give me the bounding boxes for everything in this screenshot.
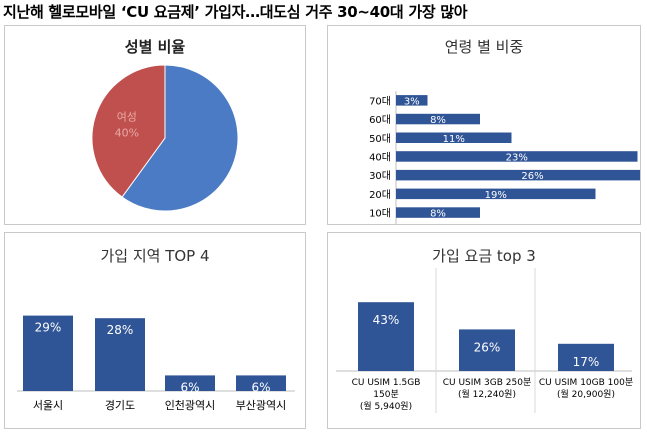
age-bar-value: 23% — [506, 152, 528, 163]
region-bar-chart: 29% 서울시 28% 경기도 6% 인천광역시 6% 부산광역시 — [17, 315, 295, 412]
pie-slice-percent: 40% — [115, 127, 139, 140]
age-bar-value: 8% — [430, 209, 446, 220]
pie-slice — [91, 64, 166, 198]
bar-value-label: 6% — [180, 380, 199, 394]
bar — [95, 318, 145, 391]
age-category-label: 20대 — [369, 189, 391, 201]
category-label: 인천광역시 — [165, 398, 216, 412]
bar-value-label: 29% — [35, 321, 62, 335]
bar — [165, 375, 215, 391]
bar-value-label: 17% — [573, 355, 600, 369]
age-bar — [396, 95, 428, 106]
age-bar-value: 11% — [443, 134, 465, 145]
category-label: 부산광역시 — [236, 399, 287, 412]
category-label: (월 20,900원) — [557, 388, 615, 400]
bar — [459, 329, 515, 371]
age-bar-value: 3% — [404, 96, 420, 107]
age-ratio-panel: 연령 별 비중 70대 3% 60대 8% 50대 11% 40대 23% 30대 26% 20대 1… — [327, 25, 641, 225]
bar — [358, 302, 414, 371]
age-category-label: 10대 — [369, 208, 391, 220]
category-label: (월 5,940원) — [360, 400, 412, 412]
category-label: 경기도 — [105, 399, 135, 412]
bar-value-label: 28% — [107, 323, 134, 337]
category-label: CU USIM 1.5GB — [352, 378, 421, 388]
age-bar — [396, 207, 480, 218]
age-category-label: 60대 — [369, 114, 391, 126]
category-label: 150분 — [373, 389, 398, 400]
category-label: CU USIM 10GB 100분 — [539, 377, 633, 388]
bar — [23, 315, 73, 391]
age-bar-chart: 70대3%60대8%50대11%40대23%30대26%20대19%10대8%1… — [369, 91, 640, 224]
bar-value-label: 43% — [373, 313, 400, 327]
category-label: 서울시 — [33, 399, 63, 412]
age-bar — [396, 188, 596, 200]
age-category-label: 70대 — [369, 95, 391, 107]
pie-slice — [121, 64, 239, 212]
age-bar — [396, 113, 480, 125]
age-bar-value: 26% — [521, 171, 543, 182]
bar-value-label: 26% — [474, 340, 501, 354]
gender-ratio-panel: 성별 비율 여성 40% — [4, 25, 306, 225]
gender-chart-title: 성별 비율 — [124, 38, 186, 56]
plan-chart-title: 가입 요금 top 3 — [432, 247, 536, 265]
age-category-label: 30대 — [369, 170, 391, 182]
age-bar-value: 19% — [485, 190, 507, 201]
headline: 지난해 헬로모바일 ‘CU 요금제’ 가입자…대도심 거주 30~40대 가장 … — [3, 3, 468, 21]
plan-top3-panel: 가입 요금 top 3 43% CU USIM 1.5GB 150분 (월 5,940… — [327, 232, 641, 429]
age-bar — [396, 169, 640, 181]
bar — [236, 375, 286, 391]
bar-value-label: 6% — [251, 380, 270, 394]
age-chart-title: 연령 별 비중 — [444, 38, 524, 56]
region-chart-title: 가입 지역 TOP 4 — [100, 247, 210, 265]
bar — [558, 343, 614, 371]
age-bar — [396, 132, 512, 143]
category-label: (월 12,240원) — [458, 388, 516, 400]
age-category-label: 40대 — [369, 151, 391, 163]
age-bar-value: 8% — [430, 115, 446, 126]
pie-slice-label: 여성 — [117, 111, 137, 124]
category-label: CU USIM 3GB 250분 — [443, 377, 532, 388]
gender-pie-chart: 여성 40% — [91, 64, 239, 212]
age-bar — [396, 151, 638, 162]
region-top4-panel: 가입 지역 TOP 4 29% 서울시 28% 경기도 6% 인천광역시 6% 부산광역시 — [4, 232, 306, 429]
age-category-label: 50대 — [369, 133, 391, 145]
